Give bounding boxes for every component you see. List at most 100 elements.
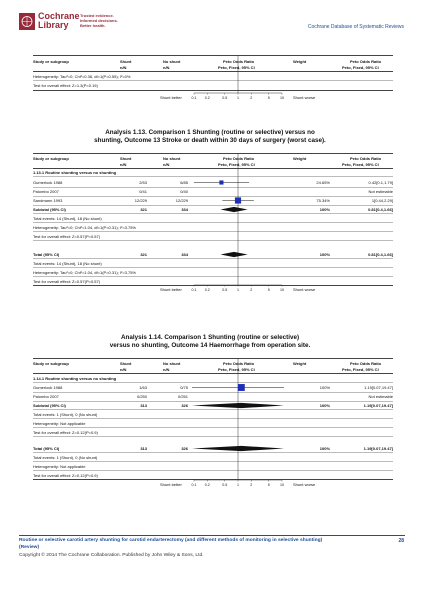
table-cell: 0/251 — [177, 394, 188, 399]
brand-name: Cochrane — [38, 11, 80, 21]
summary-diamond — [220, 251, 248, 258]
top-axis: 0.1 0.2 0.5 1 2 5 10 — [192, 56, 284, 100]
col-study: Study or subgroup — [33, 361, 69, 366]
tick-label: 0.1 — [192, 96, 197, 100]
analysis-1-13-title-1: Analysis 1.13. Comparison 1 Shunting (ro… — [105, 129, 315, 136]
table-cell: 321 — [140, 252, 147, 257]
axis-right-label: Shunt worse — [293, 95, 316, 100]
summary-diamond — [192, 402, 284, 409]
col-nn2: n/N — [163, 65, 170, 70]
table-cell: 75.34% — [316, 198, 330, 203]
table-cell: 0/41 — [139, 189, 147, 194]
tick-label: 5 — [268, 96, 270, 100]
overall-effect-text: Test for overall effect: Z=0.12(P=0.9) — [33, 473, 98, 478]
col-nn1: n/N — [120, 162, 127, 167]
tagline-2: Informed decisions. — [80, 18, 118, 23]
forest-plot-1-14: 0.1 0.2 0.5 1 2 5 10 — [192, 358, 284, 487]
total-events: Total events: 14 (Shunt), 18 (No shunt) — [33, 261, 102, 266]
col-shunt: Shunt — [120, 361, 132, 366]
table-cell: 334 — [181, 252, 188, 257]
col-peto2: Peto Odds Ratio — [350, 361, 382, 366]
col-weight: Weight — [293, 59, 307, 64]
tick-label: 1 — [237, 96, 239, 100]
table-cell: 6/85 — [180, 180, 188, 185]
table-cell: 100% — [319, 403, 330, 408]
tick-label: 2 — [250, 483, 252, 487]
subgroup-label: 1.14.1 Routine shunting versus no shunti… — [33, 376, 117, 381]
study-marker — [237, 384, 245, 391]
tick-label: 5 — [268, 288, 270, 292]
tick-label: 0.1 — [192, 288, 197, 292]
summary-diamond — [192, 445, 284, 452]
table-cell: 0/40 — [180, 189, 188, 194]
study-marker — [219, 180, 224, 185]
table-cell: 1.19[0.07,19.47] — [364, 385, 393, 390]
col-shunt: Shunt — [120, 59, 132, 64]
table-cell: 24.65% — [316, 180, 330, 185]
table-cell: Not estimable — [368, 394, 393, 399]
total-events: Total events: 1 (Shunt), 0 (No shunt) — [33, 412, 98, 417]
table-row: Gumerlock 1988 — [33, 385, 63, 390]
table-cell: 1/63 — [139, 385, 147, 390]
col-method: Peto, Fixed, 95% CI — [218, 65, 255, 70]
col-method2: Peto, Fixed, 95% CI — [342, 162, 379, 167]
summary-diamond — [220, 206, 248, 213]
table-cell: 0/75 — [180, 385, 188, 390]
overall-effect-text: Test for overall effect: Z=1.3(P=0.19) — [33, 83, 98, 88]
het-text: Heterogeneity: Not applicable — [33, 464, 86, 469]
tick-label: 10 — [280, 96, 284, 100]
table-cell: 100% — [319, 385, 330, 390]
overall-effect-text: Test for overall effect: Z=0.57(P=0.57) — [33, 279, 101, 284]
study-marker — [234, 197, 242, 204]
col-nn2: n/N — [163, 162, 170, 167]
table-cell: 326 — [181, 403, 188, 408]
col-method2: Peto, Fixed, 95% CI — [342, 367, 379, 372]
col-peto: Peto Odds Ratio — [223, 59, 255, 64]
total-label: Total (95% CI) — [33, 446, 60, 451]
col-nn2: n/N — [163, 367, 170, 372]
het-text: Heterogeneity: Tau²=0; Chi²=1.04, df=1(P… — [33, 225, 136, 230]
axis-left-label: Shunt better — [160, 482, 182, 487]
col-shunt: Shunt — [120, 156, 132, 161]
het-text: Heterogeneity: Tau²=0; Chi²=1.04, df=1(P… — [33, 270, 136, 275]
overall-effect-text: Test for overall effect: Z=0.57(P=0.57) — [33, 234, 101, 239]
total-label: Total (95% CI) — [33, 252, 60, 257]
forest-plot-1-13: 0.1 0.2 0.5 1 2 5 10 — [192, 153, 284, 292]
table-cell: 1[0.44,2.29] — [371, 198, 393, 203]
col-method: Peto, Fixed, 95% CI — [218, 162, 255, 167]
tagline-3: Better health. — [80, 23, 106, 28]
copyright: Copyright © 2014 The Cochrane Collaborat… — [19, 553, 204, 558]
table-cell: 313 — [140, 446, 147, 451]
tick-label: 10 — [280, 288, 284, 292]
col-study: Study or subgroup — [33, 59, 69, 64]
brand-name-line2: Library — [38, 20, 69, 30]
table-cell: 2/53 — [139, 180, 147, 185]
analysis-1-14-title-2: versus no shunting, Outcome 14 Haemorrha… — [109, 342, 311, 349]
database-title: Cochrane Database of Systematic Reviews — [307, 24, 404, 30]
subtotal-label: Subtotal (95% CI) — [33, 207, 66, 212]
footer-title: Routine or selective carotid artery shun… — [19, 538, 323, 543]
tick-label: 0.1 — [192, 483, 197, 487]
subtotal-label: Subtotal (95% CI) — [33, 403, 66, 408]
col-peto: Peto Odds Ratio — [223, 156, 255, 161]
table-cell: 0.42[0.1,1.79] — [368, 180, 393, 185]
total-events: Total events: 1 (Shunt), 0 (No shunt) — [33, 455, 98, 460]
tick-label: 0.5 — [222, 288, 227, 292]
tick-label: 0.2 — [205, 288, 210, 292]
tick-label: 0.5 — [222, 483, 227, 487]
table-cell: 12/229 — [175, 198, 188, 203]
tick-label: 2 — [250, 288, 252, 292]
axis-right-label: Shunt worse — [293, 482, 316, 487]
analysis-1-13-title-2: shunting, Outcome 13 Stroke or death wit… — [94, 137, 326, 144]
tick-label: 0.2 — [205, 96, 210, 100]
het-text: Heterogeneity: Not applicable — [33, 421, 86, 426]
tick-label: 0.5 — [222, 96, 227, 100]
col-method2: Peto, Fixed, 95% CI — [342, 65, 379, 70]
table-cell: 334 — [181, 207, 188, 212]
table-cell: 12/229 — [134, 198, 147, 203]
col-weight: Weight — [293, 361, 307, 366]
tick-label: 2 — [250, 96, 252, 100]
table-cell: 100% — [319, 207, 330, 212]
col-weight: Weight — [293, 156, 307, 161]
table-cell: 0/250 — [136, 394, 147, 399]
